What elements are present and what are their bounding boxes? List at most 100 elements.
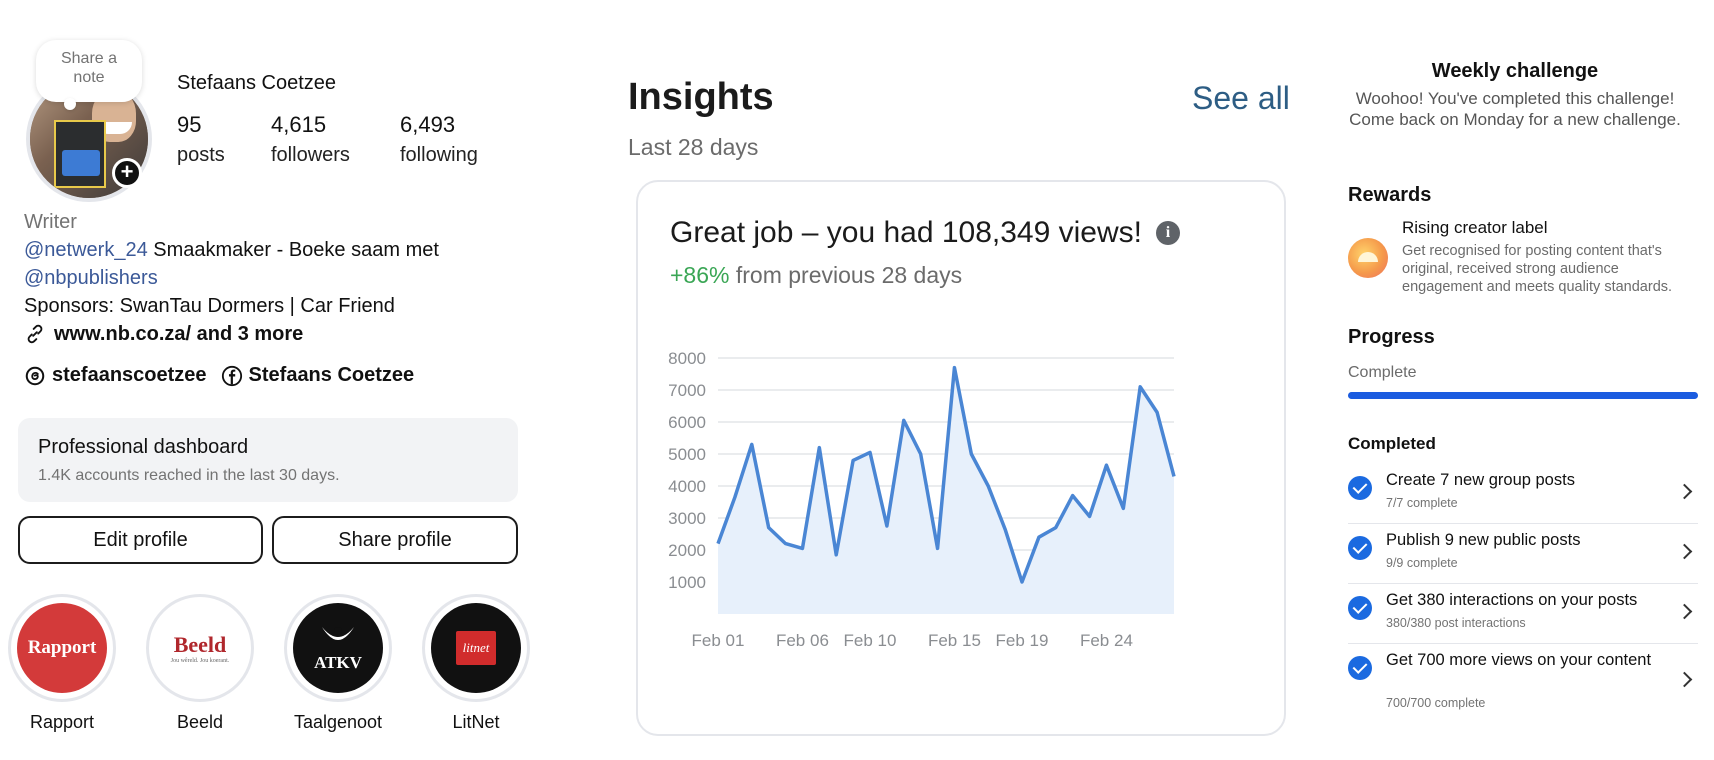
task-title: Publish 9 new public posts [1386,531,1581,549]
share-note-bubble[interactable]: Share a note [36,40,142,110]
weekly-challenge-panel: Weekly challenge Woohoo! You've complete… [1340,0,1714,760]
task-title: Create 7 new group posts [1386,471,1575,489]
atkv-logo: ATKV [293,603,383,693]
views-series-line [716,365,1176,584]
highlight-ring: litnet [422,594,530,702]
chevron-right-icon [1676,543,1693,560]
task-status: 7/7 complete [1386,496,1458,510]
highlight-ring: ATKV [284,594,392,702]
task-item[interactable]: Publish 9 new public posts 9/9 complete [1348,530,1698,584]
bio-category: Writer [24,211,77,233]
bio-website-text: www.nb.co.za/ and 3 more [54,323,304,345]
mention-nbpublishers-link[interactable]: @nbpublishers [24,267,158,289]
followers-count: 4,615 [271,112,327,137]
stat-followers[interactable]: 4,615 followers [271,112,350,167]
highlight-litnet[interactable]: litnet LitNet [422,594,530,733]
bio-line-1-text: Smaakmaker - Boeke saam met [147,239,439,261]
bio-website-link[interactable]: www.nb.co.za/ and 3 more [24,320,439,348]
y-tick-label: 5000 [668,445,706,464]
insights-panel: Insights Last 28 days See all Great job … [620,0,1300,760]
litnet-logo-text: litnet [456,631,496,665]
beeld-logo: Beeld Jou wêreld. Jou koerant. [155,603,245,693]
see-all-link[interactable]: See all [1192,80,1290,116]
dashboard-title: Professional dashboard [38,436,249,458]
professional-dashboard[interactable]: Professional dashboard 1.4K accounts rea… [18,418,518,502]
views-headline: Great job – you had 108,349 views! i [670,216,1180,250]
highlight-ring: Beeld Jou wêreld. Jou koerant. [146,594,254,702]
progress-heading: Progress [1348,326,1435,348]
posts-count: 95 [177,112,202,137]
x-tick-label: Feb 06 [776,631,829,650]
reward-title: Rising creator label [1402,218,1548,237]
y-tick-label: 8000 [668,349,706,368]
chevron-right-icon [1676,483,1693,500]
task-item[interactable]: Get 700 more views on your content 700/7… [1348,650,1698,720]
stat-posts[interactable]: 95 posts [177,112,225,167]
progress-bar [1348,392,1698,399]
share-profile-button[interactable]: Share profile [272,516,518,564]
note-line-2: note [73,69,105,86]
task-title: Get 380 interactions on your posts [1386,591,1638,609]
views-delta: +86% from previous 28 days [670,262,962,289]
x-tick-label: Feb 15 [928,631,981,650]
check-circle-icon [1348,536,1372,560]
highlight-ring: Rapport [8,594,116,702]
posts-label: posts [177,144,225,166]
y-tick-label: 1000 [668,573,706,592]
delta-percent: +86% [670,262,730,288]
check-circle-icon [1348,596,1372,620]
progress-bar-fill [1348,392,1698,399]
y-tick-label: 2000 [668,541,706,560]
x-tick-label: Feb 19 [996,631,1049,650]
insights-card: Great job – you had 108,349 views! i +86… [636,180,1286,736]
info-icon[interactable]: i [1155,221,1180,245]
highlight-taalgenoot[interactable]: ATKV Taalgenoot [284,594,392,733]
followers-label: followers [271,144,350,166]
threads-link[interactable]: stefaanscoetzee [24,364,207,387]
progress-label: Complete [1348,364,1417,381]
facebook-name: Stefaans Coetzee [248,364,415,386]
highlight-label: LitNet [452,712,500,732]
stat-following[interactable]: 6,493 following [400,112,478,167]
y-tick-label: 3000 [668,509,706,528]
check-circle-icon [1348,476,1372,500]
edit-profile-button[interactable]: Edit profile [18,516,263,564]
task-status: 380/380 post interactions [1386,616,1526,630]
task-title: Get 700 more views on your content [1386,651,1652,669]
x-tick-label: Feb 01 [692,631,745,650]
chevron-right-icon [1676,603,1693,620]
bio: Writer @netwerk_24 Smaakmaker - Boeke sa… [24,208,439,348]
facebook-icon [221,365,242,386]
challenge-title: Weekly challenge [1431,60,1599,82]
mention-netwerk24-link[interactable]: @netwerk_24 [24,239,148,261]
following-label: following [400,144,478,166]
note-line-1: Share a [60,50,118,67]
task-item[interactable]: Get 380 interactions on your posts 380/3… [1348,590,1698,644]
beeld-logo-text: Beeld [173,632,227,657]
facebook-link[interactable]: Stefaans Coetzee [221,364,415,387]
add-story-icon[interactable]: + [112,158,142,188]
x-tick-label: Feb 10 [844,631,897,650]
task-status: 700/700 complete [1386,696,1486,710]
highlight-beeld[interactable]: Beeld Jou wêreld. Jou koerant. Beeld [146,594,254,733]
atkv-logo-text: ATKV [314,653,362,672]
rising-creator-icon [1348,238,1388,278]
rewards-heading: Rewards [1348,184,1432,206]
insights-title: Insights [628,76,774,118]
bio-sponsors: Sponsors: SwanTau Dormers | Car Friend [24,295,395,317]
threads-icon [25,366,45,385]
check-circle-icon [1348,656,1372,680]
challenge-description: Woohoo! You've completed this challenge!… [1349,89,1681,129]
highlight-label: Rapport [29,712,95,732]
beeld-tagline: Jou wêreld. Jou koerant. [170,658,230,664]
x-tick-label: Feb 24 [1080,631,1133,650]
bio-line-2: @nbpublishers [24,264,439,292]
delta-text: from previous 28 days [729,262,963,288]
task-item[interactable]: Create 7 new group posts 7/7 complete [1348,470,1698,524]
highlight-rapport[interactable]: Rapport Rapport [8,594,116,733]
insights-period: Last 28 days [628,134,759,160]
threads-handle: stefaanscoetzee [52,364,207,386]
highlight-label: Beeld [176,712,224,732]
views-chart: 1000 2000 3000 4000 5000 6000 7000 8000 Feb 01 Fe… [668,349,1176,650]
bio-line-1: @netwerk_24 Smaakmaker - Boeke saam met [24,236,439,264]
